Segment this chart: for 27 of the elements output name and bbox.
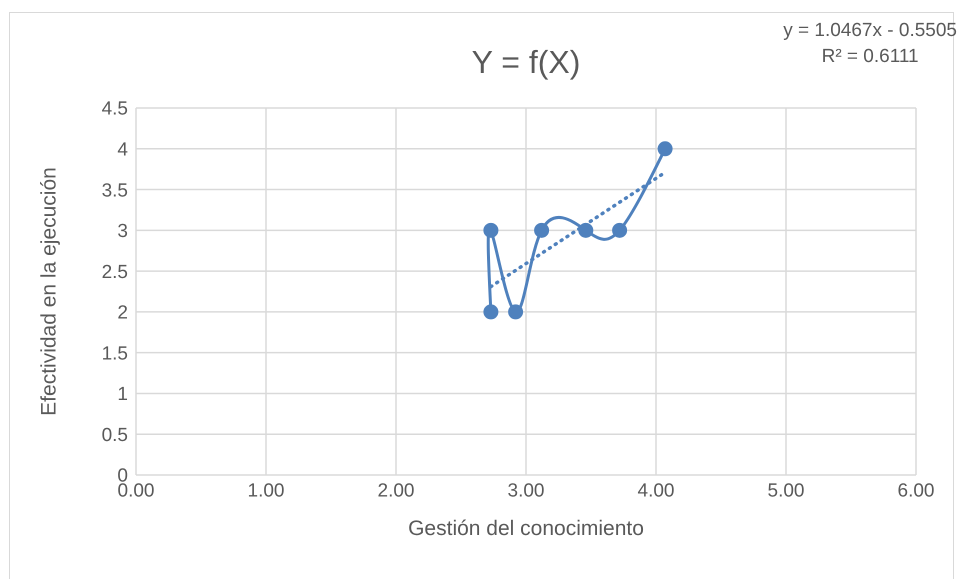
point (578, 222, 594, 238)
point (483, 304, 498, 320)
y-tick-label: 1.5 (102, 343, 128, 364)
y-tick-label: 1 (117, 384, 128, 406)
x-tick-label: 6.00 (898, 480, 934, 502)
x-tick-label: 1.00 (248, 480, 284, 502)
chart-title: Y = f(X) (472, 44, 580, 80)
point (658, 141, 673, 156)
y-tick-label: 4.5 (102, 98, 128, 120)
y-tick-label: 3.5 (102, 180, 128, 202)
text: y = 1.0467x - 0.5505 (783, 19, 957, 43)
y-tick-label: 2 (117, 302, 128, 324)
y-tick-label: 3 (117, 221, 128, 242)
x-tick-label: 3.00 (508, 480, 544, 502)
x-tick-label: 2.00 (378, 480, 414, 502)
y-tick-label: 2.5 (102, 262, 128, 283)
x-tick-label: 5.00 (768, 480, 804, 502)
text: R² = 0.6111 (820, 45, 920, 69)
point (483, 222, 498, 238)
point (612, 222, 628, 238)
x-axis-title: Gestión del conocimiento (408, 517, 644, 540)
point (508, 304, 524, 320)
x-tick-label: 4.00 (638, 480, 674, 502)
y-tick-label: 4 (117, 140, 128, 161)
y-tick-label: 0.5 (102, 424, 128, 446)
y-axis-title: Efectividad en la ejecución (37, 167, 60, 416)
point (534, 222, 550, 238)
